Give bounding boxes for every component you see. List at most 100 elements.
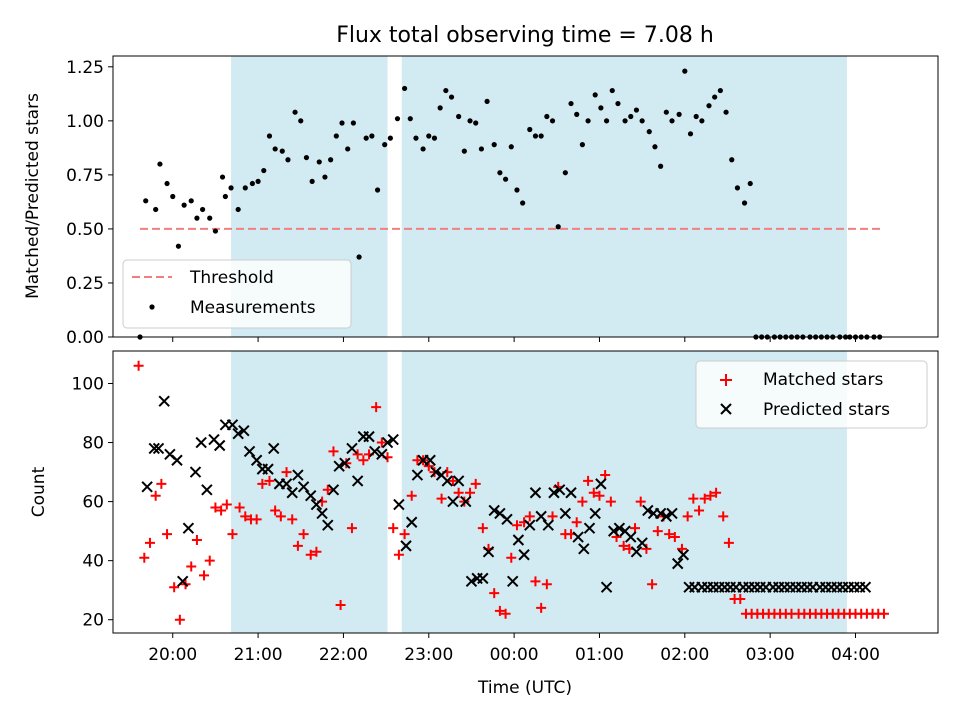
bottom-x-axis: 20:00 21:00 22:00 23:00 00:00 01:00 02:00 03:00…: [148, 633, 880, 665]
matched-star-marker: [251, 514, 262, 525]
matched-star-marker: [536, 602, 547, 613]
predicted-star-marker: [452, 475, 465, 487]
top-legend-box: [122, 259, 352, 329]
y-tick-label: 20: [82, 611, 104, 631]
predicted-star-marker: [238, 425, 250, 437]
predicted-star-marker: [477, 572, 489, 585]
predicted-star-marker: [148, 442, 160, 455]
matched-star-marker: [358, 455, 369, 466]
predicted-star-marker: [363, 430, 375, 443]
measurement-point: [658, 163, 664, 169]
measurement-point: [717, 87, 723, 94]
predicted-star-marker: [243, 445, 256, 458]
measurement-point: [255, 178, 261, 184]
measurement-point: [687, 131, 694, 137]
matched-star-marker: [162, 529, 173, 540]
predicted-star-marker: [158, 395, 170, 407]
x-tick-label: 04:00: [831, 645, 880, 665]
measurement-point: [676, 111, 682, 117]
predicted-star-marker: [376, 448, 388, 461]
measurement-point: [693, 113, 699, 120]
x-tick-label: 01:00: [575, 645, 624, 665]
measurement-point: [279, 148, 285, 154]
measurement-point: [363, 135, 369, 141]
measurement-point: [628, 113, 634, 120]
predicted-star-marker: [280, 478, 293, 490]
predicted-star-marker: [195, 436, 207, 449]
measurement-point: [249, 180, 255, 187]
y-tick-label: 0.00: [66, 328, 104, 348]
top-y-axis-label: Matched/Predicted stars: [23, 93, 43, 299]
x-tick-label: 22:00: [319, 645, 368, 665]
y-tick-label: 60: [82, 493, 104, 513]
matched-star-marker: [335, 599, 346, 610]
measurement-point: [200, 206, 206, 213]
measurement-point: [426, 133, 432, 139]
predicted-star-marker: [553, 484, 566, 496]
matched-star-marker: [541, 579, 552, 590]
measurement-point: [322, 174, 328, 180]
predicted-star-marker: [460, 495, 472, 508]
measurement-point: [413, 135, 419, 141]
matched-star-marker: [305, 549, 316, 560]
measurement-point: [407, 116, 413, 122]
matched-star-marker: [298, 529, 309, 540]
matched-star-marker: [221, 499, 232, 510]
matched-star-marker: [705, 490, 716, 501]
matched-star-marker: [371, 402, 382, 413]
predicted-star-marker: [625, 531, 637, 543]
measurement-point: [333, 133, 339, 139]
predicted-star-marker: [488, 504, 500, 517]
measurement-point: [484, 98, 490, 104]
matched-star-marker: [270, 505, 281, 516]
measurement-point: [520, 200, 526, 206]
matched-star-marker: [688, 493, 699, 504]
measurement-point: [164, 180, 170, 187]
matched-star-marker: [257, 478, 268, 489]
matched-star-marker: [494, 605, 505, 616]
predicted-star-marker: [226, 419, 239, 431]
matched-star-marker: [346, 523, 357, 534]
measurement-point: [266, 133, 273, 139]
measurement-point: [369, 133, 375, 139]
matched-star-marker: [588, 487, 599, 498]
legend-matched-swatch: [720, 374, 732, 386]
measurement-point: [502, 176, 509, 182]
legend-threshold-label: Threshold: [189, 268, 274, 288]
matched-star-marker: [169, 582, 180, 593]
measurement-point: [345, 146, 351, 152]
matched-star-marker: [393, 549, 404, 560]
measurement-point: [491, 142, 497, 148]
measurement-point: [212, 228, 219, 234]
matched-star-marker: [635, 496, 646, 507]
measurement-point: [663, 109, 669, 115]
matched-star-marker: [436, 493, 447, 504]
measurement-point: [592, 92, 598, 98]
predicted-star-marker: [176, 575, 189, 588]
predicted-star-marker: [660, 510, 673, 523]
predicted-star-marker: [400, 540, 412, 552]
y-tick-label: 1.25: [66, 58, 104, 78]
matched-star-marker: [447, 475, 458, 486]
predicted-star-marker: [430, 466, 442, 478]
matched-star-marker: [735, 594, 746, 605]
matched-star-marker: [133, 360, 144, 371]
predicted-star-marker: [171, 454, 183, 466]
measurement-point: [456, 113, 462, 120]
predicted-star-marker: [589, 507, 601, 520]
measurement-point: [639, 118, 645, 124]
measurement-point: [574, 111, 580, 117]
matched-star-marker: [186, 561, 197, 572]
legend-predicted-swatch: [720, 403, 732, 415]
predicted-star-marker: [583, 522, 596, 534]
measurement-point: [303, 154, 310, 161]
predicted-star-marker: [595, 478, 607, 490]
measurement-point: [374, 187, 381, 193]
matched-star-marker: [652, 526, 663, 537]
matched-star-marker: [723, 537, 734, 548]
measurement-point: [706, 103, 712, 109]
measurement-point: [729, 157, 735, 163]
predicted-star-marker: [387, 433, 399, 446]
predicted-star-marker: [333, 460, 345, 472]
matched-star-marker: [150, 490, 161, 501]
